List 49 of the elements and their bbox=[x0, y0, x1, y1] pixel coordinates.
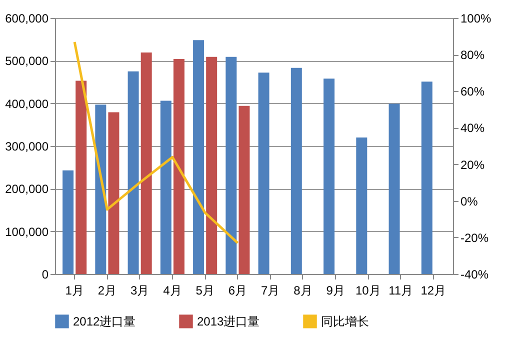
bar bbox=[128, 71, 139, 274]
bar bbox=[160, 100, 172, 274]
y-tick-label: 600,000 bbox=[5, 12, 49, 26]
x-tick-label: 2月 bbox=[98, 284, 117, 298]
x-tick-label: 10月 bbox=[356, 284, 381, 298]
y-tick-label: 100,000 bbox=[5, 224, 49, 239]
bar bbox=[258, 72, 270, 274]
y-tick-label: 0 bbox=[42, 268, 49, 282]
bar bbox=[356, 137, 368, 274]
bar bbox=[108, 112, 120, 274]
legend-label: 2012进口量 bbox=[73, 314, 136, 328]
bar bbox=[324, 78, 335, 274]
x-tick-label: 6月 bbox=[228, 284, 248, 298]
x-tick-label: 7月 bbox=[260, 284, 280, 298]
y2-tick-label: 100% bbox=[460, 12, 492, 26]
y2-tick-label: 20% bbox=[460, 158, 485, 172]
bar bbox=[193, 40, 204, 274]
y-tick-label: 500,000 bbox=[5, 54, 49, 68]
bar bbox=[206, 56, 218, 274]
bar bbox=[226, 56, 237, 274]
x-tick-label: 5月 bbox=[196, 284, 214, 298]
x-tick-label: 3月 bbox=[130, 284, 150, 298]
bar bbox=[388, 104, 400, 274]
bar bbox=[140, 52, 152, 274]
y-tick-label: 300,000 bbox=[5, 140, 49, 154]
y2-tick-label: 60% bbox=[460, 84, 485, 99]
bar bbox=[238, 106, 250, 274]
legend-label: 2013进口量 bbox=[197, 314, 260, 328]
y2-tick-label: 40% bbox=[460, 121, 485, 136]
bar bbox=[95, 104, 106, 274]
bar bbox=[290, 68, 302, 274]
x-tick-label: 12月 bbox=[420, 284, 446, 298]
x-tick-label: 8月 bbox=[294, 284, 312, 298]
y2-tick-label: 80% bbox=[460, 48, 485, 62]
line-series bbox=[73, 40, 239, 244]
x-tick-label: 1月 bbox=[65, 284, 84, 298]
y2-tick-label: 0% bbox=[460, 194, 478, 208]
bar bbox=[173, 58, 184, 274]
bar bbox=[421, 82, 432, 274]
bar bbox=[76, 80, 87, 274]
bar bbox=[62, 170, 74, 274]
y-tick-label: 200,000 bbox=[5, 182, 49, 196]
x-tick-label: 9月 bbox=[326, 284, 345, 298]
y2-tick-label: -40% bbox=[460, 268, 489, 282]
x-tick-label: 11月 bbox=[388, 284, 414, 298]
y2-tick-label: -20% bbox=[460, 230, 489, 245]
legend-label: 同比增长 bbox=[321, 314, 369, 328]
y-tick-label: 400,000 bbox=[5, 96, 49, 111]
x-tick-label: 4月 bbox=[163, 284, 182, 298]
